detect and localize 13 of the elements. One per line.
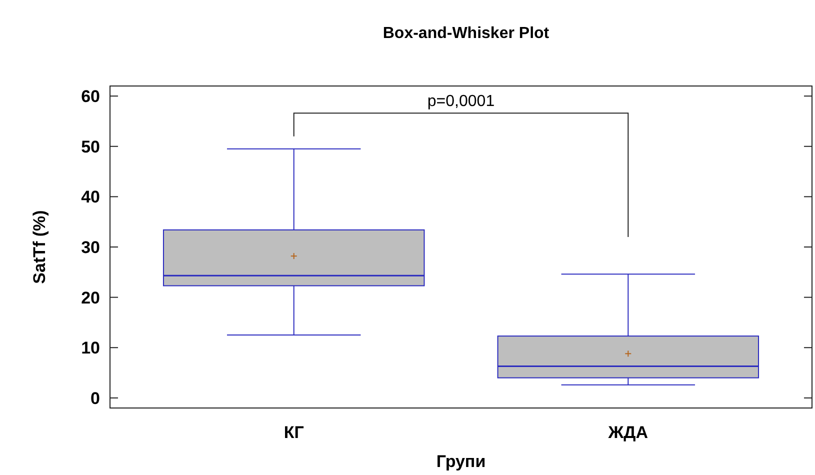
x-tick-label: ЖДА [607,423,648,442]
y-tick-label: 50 [81,137,100,156]
y-axis-title: SatTf (%) [30,210,49,284]
y-tick-label: 30 [81,238,100,257]
x-axis-title: Групи [436,452,486,471]
annotation: p=0,0001 [427,93,495,110]
chart-title: Box-and-Whisker Plot [382,25,550,42]
y-tick-label: 40 [81,188,100,207]
x-tick-label: КГ [284,423,304,442]
y-tick-label: 60 [81,87,100,106]
y-tick-label: 20 [81,288,100,308]
y-tick-label: 0 [90,388,100,408]
y-tick-label: 10 [81,338,100,358]
